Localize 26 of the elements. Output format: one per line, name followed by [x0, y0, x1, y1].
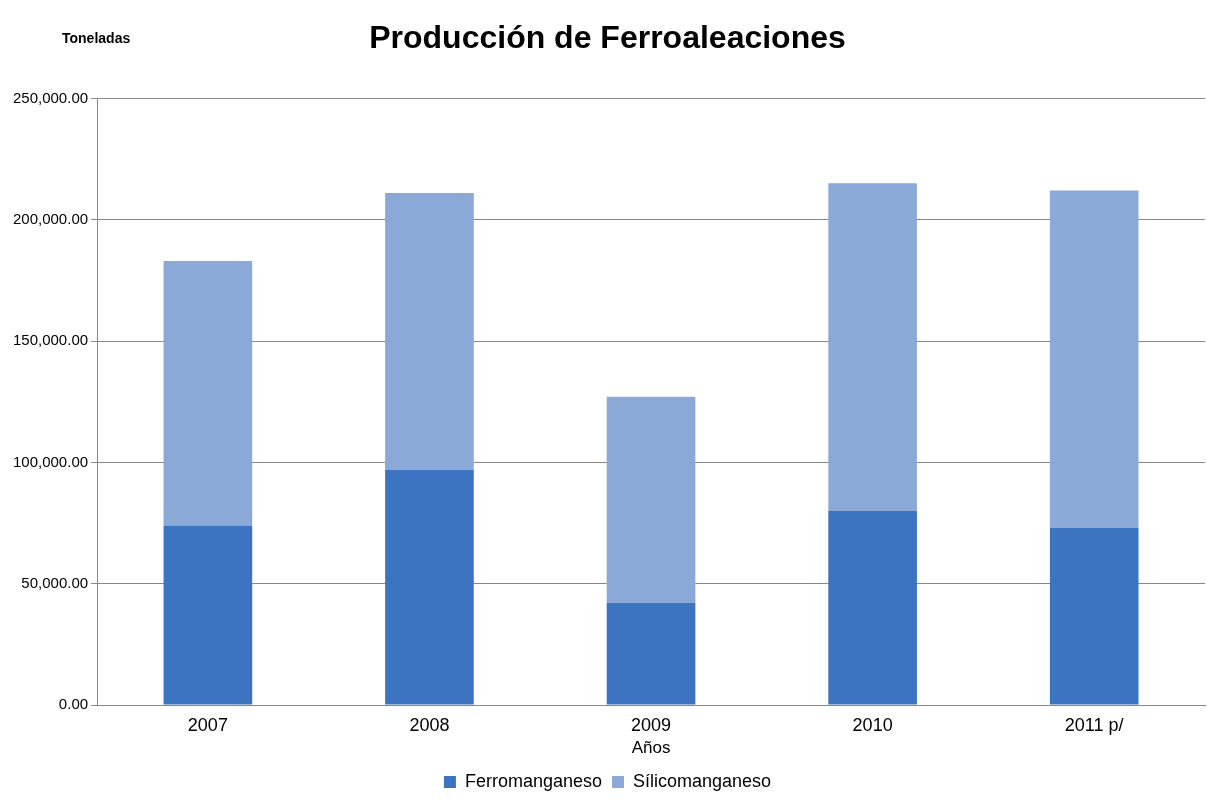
x-axis-title: Años [631, 738, 671, 758]
y-tick-label: 150,000.00 [13, 331, 89, 349]
legend-label: Sílicomanganeso [632, 770, 772, 791]
bar [163, 260, 253, 526]
y-tick-label: 50,000.00 [21, 573, 89, 591]
x-tick-label: 2009 [631, 714, 672, 735]
bar [606, 396, 696, 604]
y-tick-label: 0.00 [58, 695, 89, 713]
x-tick-label: 2008 [409, 714, 450, 735]
bar [385, 193, 474, 470]
bar [828, 510, 917, 705]
y-tick-label: 250,000.00 [13, 88, 89, 106]
y-axis-title: Toneladas [62, 30, 131, 46]
bar [828, 183, 917, 511]
y-tick-label: 200,000.00 [13, 209, 89, 227]
y-tick-label: 100,000.00 [13, 452, 89, 470]
x-tick-label: 2007 [187, 714, 228, 735]
bar [163, 525, 253, 705]
chart-title: Producción de Ferroaleaciones [369, 19, 846, 56]
legend-label: Ferromanganeso [464, 770, 602, 791]
x-tick-label: 2010 [852, 714, 893, 735]
x-tick-label: 2011 p/ [1064, 714, 1124, 735]
bar [385, 469, 474, 705]
bar [606, 603, 696, 705]
bar [1049, 527, 1139, 705]
bar [1049, 190, 1139, 528]
